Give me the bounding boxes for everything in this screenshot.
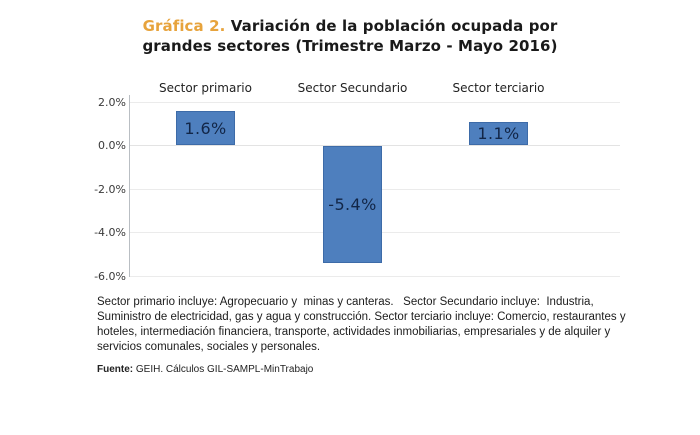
bar: 1.1%: [469, 121, 528, 146]
source-label: Fuente:: [97, 364, 134, 375]
source-note: Fuente: GEIH. Cálculos GIL-SAMPL-MinTrab…: [97, 364, 313, 375]
footnote-line: hoteles, intermediación financiera, tran…: [97, 326, 611, 338]
y-tick-label: -4.0%: [94, 226, 126, 239]
chart-title-line2: grandes sectores (Trimestre Marzo - Mayo…: [142, 37, 558, 55]
category-header: Sector primario: [159, 81, 252, 95]
footnote-line: servicios comunales, sociales y personal…: [97, 341, 321, 353]
y-tick-label: -2.0%: [94, 182, 126, 196]
bar-data-label: -5.4%: [328, 194, 377, 214]
chart-title-prefix: Gráfica 2.: [142, 17, 226, 35]
footnote: Sector primario incluye: Agropecuario y …: [97, 295, 626, 355]
chart-title: Gráfica 2. Variación de la población ocu…: [0, 16, 700, 56]
bar-data-label: 1.6%: [184, 118, 227, 138]
category-header: Sector Secundario: [297, 81, 408, 95]
y-tick-label: 0.0%: [98, 139, 126, 152]
y-tick-label: -6.0%: [94, 269, 126, 283]
bar-data-label: 1.1%: [477, 124, 520, 144]
bar: -5.4%: [323, 145, 382, 263]
footnote-line: Sector primario incluye: Agropecuario y …: [97, 296, 594, 308]
gridline: [130, 275, 620, 277]
gridline: [130, 101, 620, 103]
source-text: GEIH. Cálculos GIL-SAMPL-MinTrabajo: [133, 364, 314, 375]
chart-title-line1: Gráfica 2. Variación de la población ocu…: [0, 16, 700, 36]
category-header: Sector terciario: [452, 81, 545, 95]
chart-title-line1-rest: Variación de la población ocupada por: [225, 17, 558, 35]
y-axis-line: [129, 95, 130, 277]
y-tick-label: 2.0%: [98, 95, 126, 109]
bar: 1.6%: [176, 110, 235, 146]
footnote-line: Suministro de electricidad, gas y agua y…: [97, 311, 626, 323]
